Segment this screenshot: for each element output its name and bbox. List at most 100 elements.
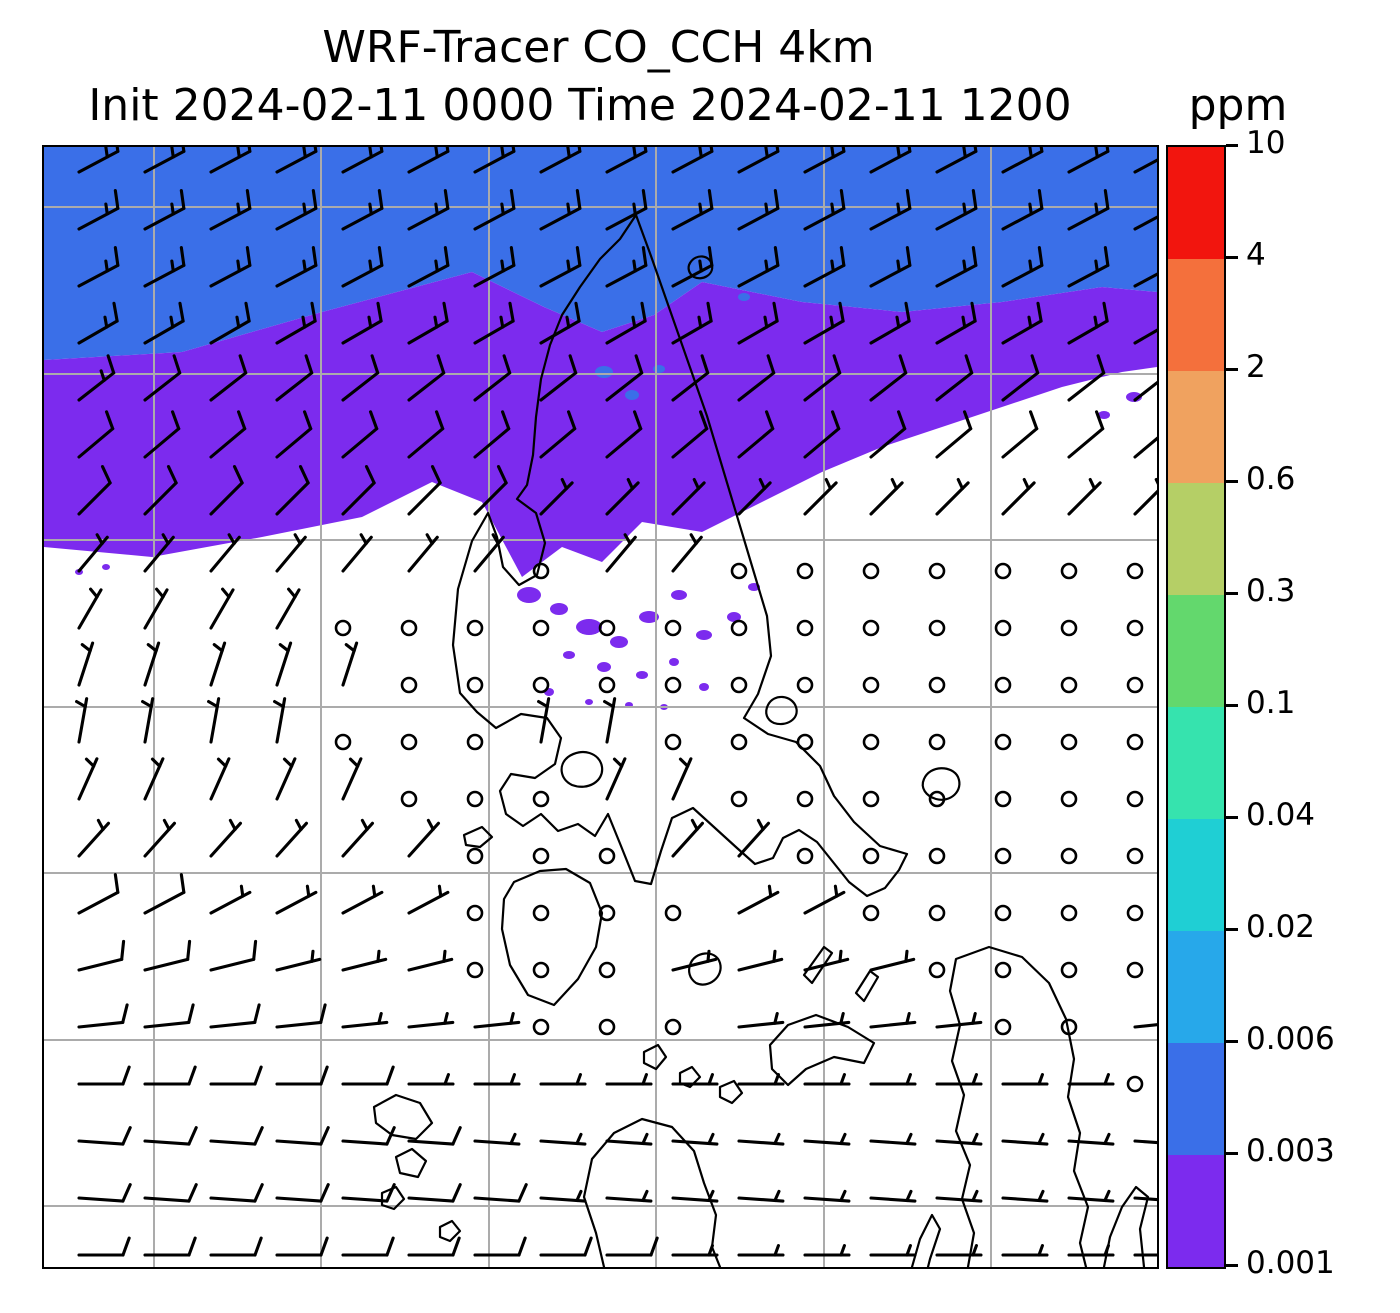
- wind-barb: [935, 301, 977, 345]
- wind-barb: [737, 147, 780, 174]
- wind-barb: [407, 301, 449, 345]
- calm-circle: [994, 676, 1012, 694]
- wind-barb: [275, 884, 318, 915]
- wind-barb: [737, 1189, 785, 1203]
- wind-barb: [869, 1073, 917, 1086]
- wind-barb: [1067, 410, 1105, 459]
- wind-barb: [341, 1126, 396, 1146]
- wind-barb: [341, 301, 383, 345]
- wind-barb: [539, 1132, 587, 1146]
- calm-circle: [532, 619, 550, 637]
- wind-barb: [407, 949, 454, 972]
- wind-barb: [539, 1189, 587, 1203]
- calm-circle: [598, 847, 616, 865]
- wind-barb: [473, 533, 505, 573]
- wind-barb: [1001, 147, 1044, 174]
- wind-barb: [537, 697, 551, 744]
- wind-barb: [671, 188, 714, 231]
- wind-barb: [275, 354, 314, 402]
- wind-barb: [605, 1189, 653, 1203]
- wind-barb: [869, 354, 908, 402]
- calm-circle: [466, 961, 484, 979]
- wind-barb: [143, 939, 192, 972]
- wind-barb: [539, 147, 582, 174]
- wind-barb: [869, 188, 912, 231]
- wind-barb: [1133, 158, 1157, 174]
- wind-barb: [671, 949, 718, 972]
- wind-barb: [605, 245, 648, 288]
- colorbar-segment: [1168, 1043, 1224, 1155]
- wind-barb: [341, 188, 384, 231]
- wind-barb: [671, 818, 704, 858]
- coastline: [687, 255, 714, 280]
- wind-barb: [77, 1183, 132, 1203]
- wind-barb: [671, 354, 710, 402]
- wind-barb: [77, 188, 120, 231]
- tracer-plume-fragment: [669, 658, 679, 666]
- calm-circle: [1126, 676, 1144, 694]
- wind-barb: [1133, 1023, 1157, 1029]
- tracer-plume-fragment: [595, 366, 613, 378]
- wind-barb: [803, 188, 846, 231]
- wind-barb: [209, 410, 247, 459]
- wind-barb: [209, 354, 248, 402]
- calm-circle: [532, 676, 550, 694]
- coastline: [560, 750, 604, 788]
- wind-barb: [737, 884, 780, 915]
- wind-barb: [77, 465, 112, 516]
- calm-circle: [796, 676, 814, 694]
- wind-barb: [341, 410, 379, 459]
- calm-circle: [664, 904, 682, 922]
- wind-barb: [143, 641, 161, 687]
- wind-barb: [77, 1126, 132, 1146]
- colorbar-segment: [1168, 371, 1224, 483]
- calm-circle: [862, 733, 880, 751]
- wind-barb: [209, 1126, 264, 1146]
- calm-circle: [994, 847, 1012, 865]
- wind-barb: [737, 301, 779, 345]
- calm-circle: [1060, 961, 1078, 979]
- tracer-plume-fragment: [1098, 411, 1110, 419]
- wind-barb: [605, 301, 647, 345]
- wind-barb: [209, 818, 242, 858]
- wind-barb: [143, 818, 176, 858]
- wind-barb: [1001, 354, 1040, 402]
- calm-circle: [928, 562, 946, 580]
- tracer-plume-fragment: [696, 630, 712, 640]
- wind-barb: [341, 147, 384, 174]
- wind-barb: [803, 949, 850, 972]
- wind-barb: [209, 1236, 263, 1257]
- wind-barb: [737, 245, 780, 288]
- wind-barb: [77, 354, 116, 402]
- coastline: [500, 867, 604, 1007]
- tracer-plume-violet-band: [44, 272, 1157, 577]
- wind-barb: [869, 1189, 917, 1203]
- wind-barb: [275, 147, 318, 174]
- calm-circle: [730, 790, 748, 808]
- calm-circle: [1060, 790, 1078, 808]
- wind-barb: [1067, 1189, 1115, 1203]
- coastline: [394, 1147, 428, 1179]
- wind-barb: [407, 533, 439, 573]
- coastline: [438, 1219, 462, 1243]
- wind-barb: [803, 1244, 851, 1257]
- colorbar-segment: [1168, 931, 1224, 1043]
- colorbar-tick: [1226, 815, 1238, 819]
- wind-barb: [341, 757, 363, 801]
- wind-barb: [1001, 301, 1043, 345]
- calm-circle: [1060, 562, 1078, 580]
- wind-barb: [671, 245, 714, 288]
- calm-circle: [532, 562, 550, 580]
- wind-barb: [605, 757, 627, 801]
- wind-barb: [1001, 477, 1036, 516]
- wind-barb: [473, 354, 512, 402]
- colorbar-segment: [1168, 147, 1224, 259]
- wind-barb: [407, 1011, 455, 1029]
- calm-circle: [532, 790, 550, 808]
- wind-barb: [603, 697, 617, 744]
- calm-circle: [928, 733, 946, 751]
- wind-barb: [473, 147, 516, 174]
- calm-circle: [1060, 1018, 1078, 1036]
- wind-barb: [473, 465, 508, 516]
- tracer-plume-fragment: [563, 651, 575, 659]
